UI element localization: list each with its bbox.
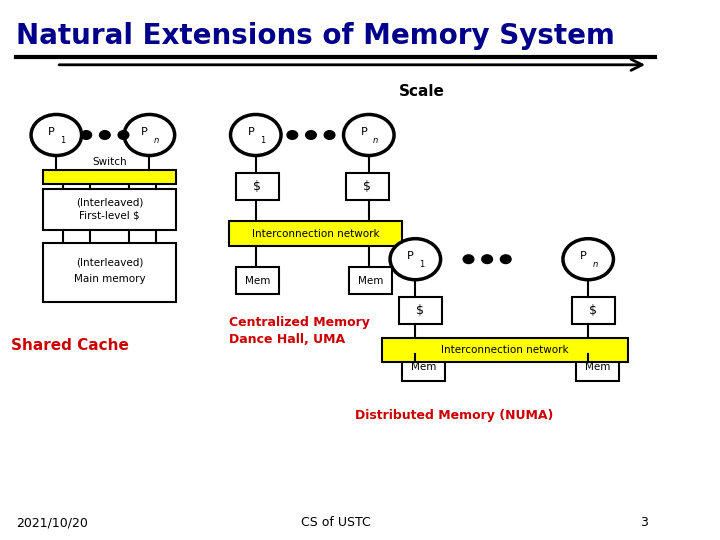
Text: P: P	[48, 127, 55, 137]
Text: Natural Extensions of Memory System: Natural Extensions of Memory System	[17, 22, 616, 50]
FancyBboxPatch shape	[43, 189, 176, 230]
FancyBboxPatch shape	[346, 173, 389, 200]
Text: 1: 1	[60, 136, 66, 145]
FancyBboxPatch shape	[349, 267, 392, 294]
FancyBboxPatch shape	[402, 354, 445, 381]
FancyBboxPatch shape	[43, 170, 176, 184]
Circle shape	[324, 131, 335, 139]
FancyBboxPatch shape	[43, 243, 176, 302]
Text: CS of USTC: CS of USTC	[301, 516, 370, 529]
Text: Mem: Mem	[585, 362, 611, 372]
Text: $: $	[416, 304, 424, 317]
FancyBboxPatch shape	[236, 267, 279, 294]
Text: $: $	[589, 304, 597, 317]
FancyBboxPatch shape	[236, 173, 279, 200]
Circle shape	[230, 114, 281, 156]
FancyBboxPatch shape	[382, 338, 628, 362]
Text: 3: 3	[640, 516, 648, 529]
Text: Shared Cache: Shared Cache	[11, 338, 129, 353]
Text: Scale: Scale	[399, 84, 445, 99]
Text: Mem: Mem	[411, 362, 436, 372]
Circle shape	[31, 114, 81, 156]
Text: Switch: Switch	[92, 157, 127, 167]
Text: n: n	[153, 136, 158, 145]
Circle shape	[463, 255, 474, 264]
Circle shape	[305, 131, 316, 139]
Text: $: $	[363, 180, 371, 193]
Circle shape	[482, 255, 492, 264]
Text: First-level $: First-level $	[79, 211, 140, 221]
Circle shape	[124, 114, 175, 156]
Text: 2021/10/20: 2021/10/20	[17, 516, 89, 529]
FancyBboxPatch shape	[572, 297, 615, 324]
Text: Main memory: Main memory	[73, 274, 145, 284]
Circle shape	[343, 114, 394, 156]
Text: (Interleaved): (Interleaved)	[76, 198, 143, 208]
Circle shape	[563, 239, 613, 280]
Text: P: P	[408, 251, 414, 261]
FancyBboxPatch shape	[399, 297, 442, 324]
Text: (Interleaved): (Interleaved)	[76, 258, 143, 268]
Text: 1: 1	[419, 260, 425, 269]
Circle shape	[500, 255, 511, 264]
Text: Mem: Mem	[245, 276, 270, 286]
Circle shape	[118, 131, 129, 139]
Text: Mem: Mem	[358, 276, 383, 286]
Text: $: $	[253, 180, 261, 193]
FancyBboxPatch shape	[576, 354, 619, 381]
Text: n: n	[593, 260, 598, 269]
Text: Interconnection network: Interconnection network	[441, 345, 569, 355]
Circle shape	[81, 131, 91, 139]
Text: P: P	[141, 127, 148, 137]
Text: P: P	[361, 127, 367, 137]
Text: Interconnection network: Interconnection network	[252, 228, 379, 239]
Circle shape	[99, 131, 110, 139]
Text: P: P	[580, 251, 587, 261]
FancyArrowPatch shape	[59, 59, 642, 70]
Text: Distributed Memory (NUMA): Distributed Memory (NUMA)	[356, 409, 554, 422]
Circle shape	[390, 239, 441, 280]
FancyBboxPatch shape	[229, 221, 402, 246]
Circle shape	[287, 131, 297, 139]
Text: 1: 1	[260, 136, 265, 145]
Text: Dance Hall, UMA: Dance Hall, UMA	[229, 333, 346, 346]
Text: n: n	[373, 136, 378, 145]
Text: P: P	[248, 127, 254, 137]
Text: Centralized Memory: Centralized Memory	[229, 316, 370, 329]
